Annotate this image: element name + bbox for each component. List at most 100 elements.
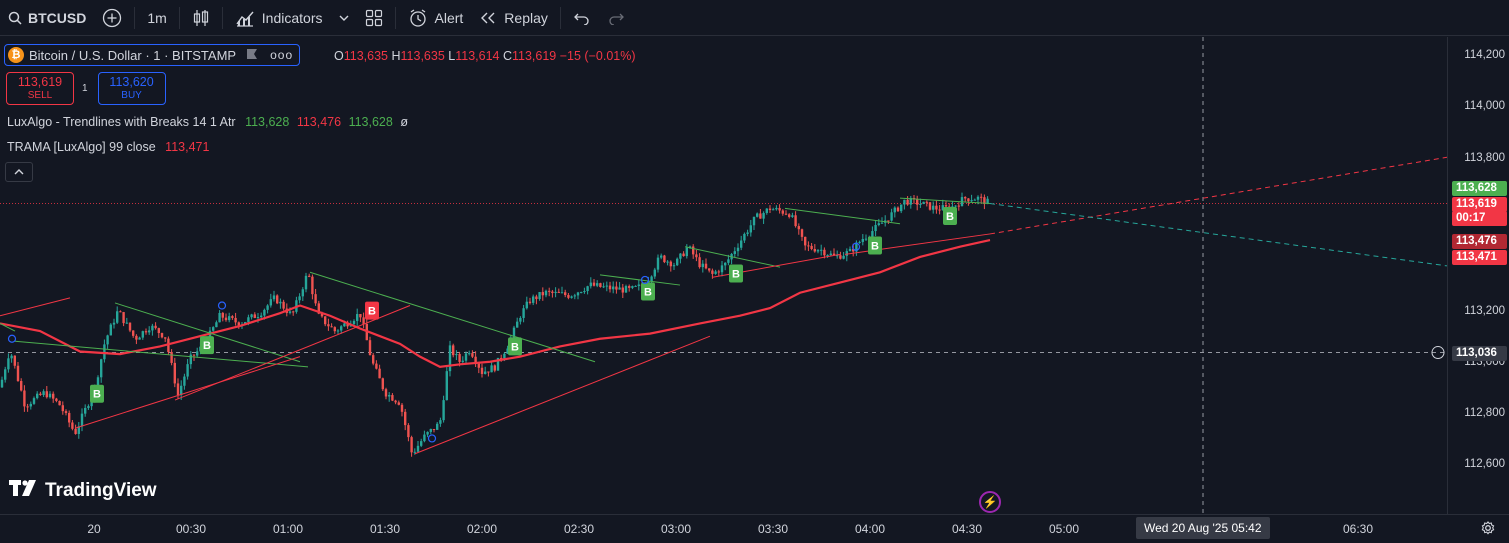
candle-body: [84, 407, 87, 414]
time-tick-label: 04:30: [951, 522, 983, 536]
candle-body: [679, 253, 682, 259]
candle-body: [468, 353, 471, 355]
candle-body: [157, 328, 160, 334]
undo-icon: [573, 11, 591, 25]
candle-body: [45, 391, 48, 398]
candle-body: [122, 312, 125, 324]
candle-body: [538, 292, 541, 300]
break-up-badge: [641, 282, 655, 301]
high-value: 113,635: [400, 49, 445, 63]
candle-body: [983, 197, 986, 205]
collapse-legend-button[interactable]: [5, 162, 33, 182]
candle-body: [192, 354, 196, 356]
settings-icon[interactable]: [1481, 521, 1495, 540]
candle-body: [452, 345, 455, 356]
sell-button[interactable]: 113,619 SELL: [6, 72, 74, 105]
candle-body: [144, 331, 148, 333]
candle-body: [436, 423, 439, 430]
price-tick-label: 113,200: [1464, 305, 1505, 317]
candle-body: [458, 354, 461, 362]
candle-body: [445, 371, 448, 401]
break-label: B: [871, 240, 879, 252]
candle-body: [909, 198, 912, 205]
candle-body: [944, 205, 948, 207]
candle-body: [794, 215, 797, 227]
undo-button[interactable]: [565, 0, 599, 36]
open-label: O: [334, 49, 344, 63]
candle-body: [964, 197, 967, 199]
break-label: B: [732, 269, 740, 281]
compare-button[interactable]: [94, 0, 130, 36]
time-tick-label: 02:30: [563, 522, 595, 536]
break-up-badge: [90, 384, 104, 403]
pivot-marker: [427, 434, 437, 443]
indicator-legend-trendlines[interactable]: LuxAlgo - Trendlines with Breaks 14 1 At…: [7, 115, 408, 129]
symbol-search[interactable]: BTCUSD: [0, 0, 94, 36]
candle-body: [864, 238, 868, 240]
break-up-badge: [200, 336, 214, 355]
chart-pane[interactable]: B B B B B B B B: [0, 37, 1447, 514]
candle-body: [932, 205, 935, 210]
indicator-legend-trama[interactable]: TRAMA [LuxAlgo] 99 close 113,471: [7, 140, 209, 154]
pivot-marker: [640, 275, 650, 285]
price-axis[interactable]: 114,200 114,000 113,800 113,200 113,000 112,8…: [1447, 37, 1509, 514]
high-label: H: [391, 49, 401, 63]
candle-body: [653, 269, 656, 277]
candle-body: [359, 314, 362, 318]
candle-body: [74, 428, 77, 434]
chart-type-button[interactable]: [184, 0, 218, 36]
time-tick-label: 01:00: [272, 522, 304, 536]
candle-body: [762, 212, 765, 219]
price-chart[interactable]: B B B B B B B B: [0, 37, 1447, 514]
lightning-icon[interactable]: ⚡: [979, 491, 1001, 513]
candle-body: [439, 420, 442, 424]
candle-body: [800, 229, 804, 237]
candle-body: [455, 354, 458, 356]
symbol-title-box[interactable]: ₿ Bitcoin / U.S. Dollar · 1 · BITSTAMP o…: [4, 44, 301, 66]
candle-body: [404, 411, 407, 426]
candle-body: [407, 425, 410, 438]
time-tick-label: 04:00: [854, 522, 886, 536]
candle-body: [717, 271, 720, 273]
candle-body: [701, 263, 704, 268]
candle-body: [877, 223, 880, 225]
candle-body: [672, 265, 676, 267]
interval-button[interactable]: 1m: [139, 0, 174, 36]
tradingview-logo[interactable]: TradingView: [9, 480, 157, 502]
candle-body: [660, 255, 663, 258]
candle-body: [304, 275, 308, 290]
candle-body: [573, 295, 576, 297]
indicators-dropdown[interactable]: [331, 0, 357, 36]
layout-button[interactable]: [357, 0, 391, 36]
resistance-trendline: [899, 197, 991, 205]
candle-body: [695, 254, 698, 258]
break-down-badge: [365, 301, 379, 320]
bitcoin-icon: ₿: [8, 47, 24, 63]
candle-body: [941, 205, 944, 211]
price-tick-label: 113,800: [1464, 152, 1505, 164]
candle-body: [487, 371, 490, 373]
candle-body: [260, 315, 263, 318]
time-axis[interactable]: 06:30 05:00 04:30 04:00 03:30 03:00 02:30 02:00…: [0, 514, 1509, 543]
quantity[interactable]: 1: [82, 83, 88, 94]
candle-body: [346, 323, 349, 327]
candle-body: [423, 434, 426, 442]
flag-icon: [246, 48, 258, 63]
resistance-trendline: [684, 246, 781, 268]
replay-button[interactable]: Replay: [471, 0, 556, 36]
candle-body: [836, 255, 839, 257]
candle-body: [698, 257, 701, 268]
candle-body: [218, 312, 221, 323]
redo-button[interactable]: [599, 0, 633, 36]
alert-button[interactable]: Alert: [400, 0, 472, 36]
break-up-badge: [868, 236, 882, 255]
more-icon[interactable]: ooo: [270, 48, 294, 62]
candle-body: [880, 222, 884, 224]
candle-body: [410, 437, 413, 453]
candle-body: [733, 251, 736, 254]
candle-body: [282, 301, 285, 309]
indicators-button[interactable]: Indicators: [227, 0, 331, 36]
buy-button[interactable]: 113,620 BUY: [97, 72, 166, 105]
support-trendline: [0, 297, 71, 317]
candle-body: [589, 282, 592, 287]
